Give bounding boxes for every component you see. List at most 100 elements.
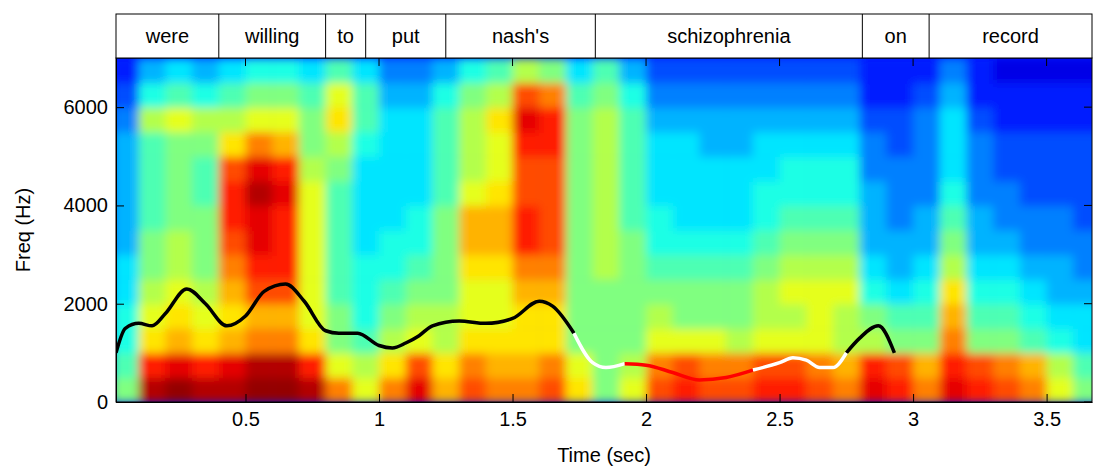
spectrogram-cell: [726, 328, 753, 353]
x-tick: 3.5: [1033, 394, 1061, 430]
spectrogram-cell: [806, 328, 833, 353]
spectrogram-cell: [806, 132, 833, 157]
spectrogram-cell: [192, 156, 219, 181]
spectrogram-cell: [486, 156, 513, 181]
spectrogram-cell: [1020, 377, 1047, 402]
spectrogram-cell: [753, 58, 780, 83]
spectrogram-cell: [833, 230, 860, 255]
spectrogram-cell: [753, 328, 780, 353]
spectrogram-cell: [246, 205, 273, 230]
spectrogram-cell: [406, 377, 433, 402]
x-tick-mark-top: [512, 58, 513, 66]
spectrogram-cell: [139, 132, 166, 157]
spectrogram-cell: [833, 377, 860, 402]
spectrogram-cell: [913, 353, 940, 378]
spectrogram-cell: [432, 255, 459, 280]
spectrogram-cell: [593, 205, 620, 230]
spectrogram-cell: [780, 304, 807, 329]
spectrogram-cell: [726, 156, 753, 181]
spectrogram-cell: [780, 205, 807, 230]
x-tick-mark: [246, 394, 247, 402]
y-tick-mark-right: [1084, 107, 1092, 108]
spectrogram-cell: [459, 304, 486, 329]
spectrogram-cell: [432, 107, 459, 132]
spectrogram-cell: [246, 83, 273, 108]
spectrogram-cell: [940, 156, 967, 181]
spectrogram-cell: [833, 107, 860, 132]
spectrogram-cell: [165, 328, 192, 353]
spectrogram-cell: [993, 181, 1020, 206]
spectrogram-cell: [459, 230, 486, 255]
spectrogram-cell: [699, 181, 726, 206]
spectrogram-cell: [432, 58, 459, 83]
x-tick-mark: [913, 394, 914, 402]
spectrogram-cell: [1047, 255, 1074, 280]
spectrogram-cell: [886, 279, 913, 304]
word-label: to: [337, 25, 354, 47]
x-tick: 2: [641, 394, 652, 430]
spectrogram-cell: [860, 58, 887, 83]
spectrogram-cell: [780, 230, 807, 255]
x-tick-mark-top: [245, 58, 246, 66]
spectrogram-cell: [699, 304, 726, 329]
spectrogram-cell: [379, 156, 406, 181]
spectrogram-cell: [219, 156, 246, 181]
spectrogram-cell: [1020, 205, 1047, 230]
spectrogram-cell: [299, 353, 326, 378]
spectrogram-cell: [886, 255, 913, 280]
spectrogram-cell: [459, 132, 486, 157]
spectrogram-cell: [1020, 83, 1047, 108]
spectrogram-cell: [326, 377, 353, 402]
spectrogram-cell: [566, 107, 593, 132]
spectrogram-cell: [806, 181, 833, 206]
spectrogram-cell: [780, 58, 807, 83]
spectrogram-cell: [593, 58, 620, 83]
spectrogram-cell: [806, 279, 833, 304]
spectrogram-cell: [139, 328, 166, 353]
word-boundary: [218, 14, 219, 58]
spectrogram-cell: [833, 156, 860, 181]
spectrogram-cell: [593, 304, 620, 329]
spectrogram-cell: [1073, 181, 1092, 206]
x-tick-mark: [1047, 394, 1048, 402]
y-axis-title: Freq (Hz): [12, 188, 34, 272]
spectrogram-cell: [913, 205, 940, 230]
spectrogram-cell: [539, 255, 566, 280]
spectrogram-cell: [940, 230, 967, 255]
spectrogram-cell: [1020, 230, 1047, 255]
spectrogram-cell: [699, 255, 726, 280]
word-boundary: [325, 14, 326, 58]
spectrogram-cell: [646, 83, 673, 108]
x-axis-title: Time (sec): [557, 444, 651, 466]
spectrogram-cell: [379, 83, 406, 108]
x-tick-label: 1: [374, 408, 385, 430]
spectrogram-cell: [459, 328, 486, 353]
spectrogram-cell: [272, 328, 299, 353]
spectrogram-cell: [192, 58, 219, 83]
spectrogram-cell: [940, 279, 967, 304]
spectrogram-cell: [780, 107, 807, 132]
spectrogram-cell: [806, 156, 833, 181]
spectrogram-cell: [406, 156, 433, 181]
spectrogram-cell: [326, 181, 353, 206]
spectrogram-cell: [726, 377, 753, 402]
spectrogram-cell: [165, 377, 192, 402]
spectrogram-cell: [940, 353, 967, 378]
spectrogram-cell: [646, 279, 673, 304]
spectrogram-cell: [513, 328, 540, 353]
spectrogram-cell: [699, 83, 726, 108]
x-tick-mark: [379, 394, 380, 402]
spectrogram-cell: [219, 279, 246, 304]
spectrogram-cell: [886, 205, 913, 230]
spectrogram-cell: [753, 304, 780, 329]
spectrogram-cell: [726, 83, 753, 108]
spectrogram-cell: [539, 205, 566, 230]
spectrogram-cell: [966, 107, 993, 132]
spectrogram-cell: [486, 205, 513, 230]
chart: 0.511.522.533.50200040006000Time (sec)Fr…: [0, 0, 1118, 475]
spectrogram-cell: [246, 107, 273, 132]
spectrogram-cell: [726, 304, 753, 329]
spectrogram-cell: [886, 156, 913, 181]
spectrogram-cell: [833, 205, 860, 230]
spectrogram-cell: [432, 205, 459, 230]
